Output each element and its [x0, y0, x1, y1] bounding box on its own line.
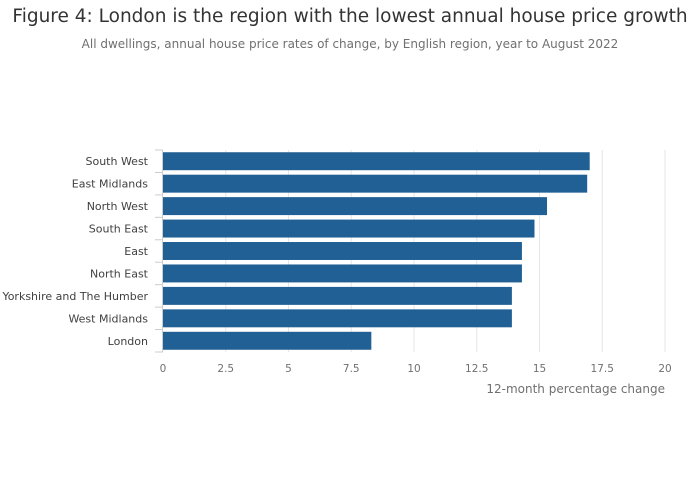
category-label: North West [87, 200, 149, 213]
bar [163, 197, 548, 216]
x-tick-labels: 0 2.5 5 7.5 10 12.5 15 17.5 20 [160, 363, 672, 375]
x-axis-title: 12-month percentage change [486, 382, 665, 396]
bar [163, 286, 512, 305]
x-tick-label: 10 [407, 363, 420, 375]
bar [163, 264, 522, 283]
x-tick-label: 7.5 [343, 363, 360, 375]
category-label: West Midlands [68, 312, 148, 325]
y-axis [155, 149, 163, 353]
bar [163, 152, 590, 171]
x-tick-label: 0 [160, 363, 167, 375]
x-tick-label: 15 [533, 363, 546, 375]
bar [163, 242, 522, 260]
category-label: East Midlands [72, 178, 149, 191]
category-label: East [124, 245, 148, 258]
bar [163, 219, 535, 238]
bar [163, 331, 372, 350]
chart-title: Figure 4: London is the region with the … [12, 6, 688, 27]
bar [163, 309, 512, 328]
x-tick-label: 20 [658, 363, 671, 375]
category-label: North East [90, 267, 149, 280]
x-tick-label: 2.5 [217, 363, 234, 375]
category-label: South West [85, 155, 148, 168]
chart-subtitle: All dwellings, annual house price rates … [81, 37, 619, 51]
bars [163, 152, 590, 350]
category-label: London [108, 335, 148, 348]
category-label: South East [89, 223, 149, 236]
x-tick-label: 5 [285, 363, 292, 375]
x-tick-label: 12.5 [465, 363, 488, 375]
category-labels: South West East Midlands North West South E… [1, 155, 148, 348]
x-tick-label: 17.5 [591, 363, 614, 375]
bar [163, 174, 588, 193]
category-label: Yorkshire and The Humber [1, 290, 148, 303]
